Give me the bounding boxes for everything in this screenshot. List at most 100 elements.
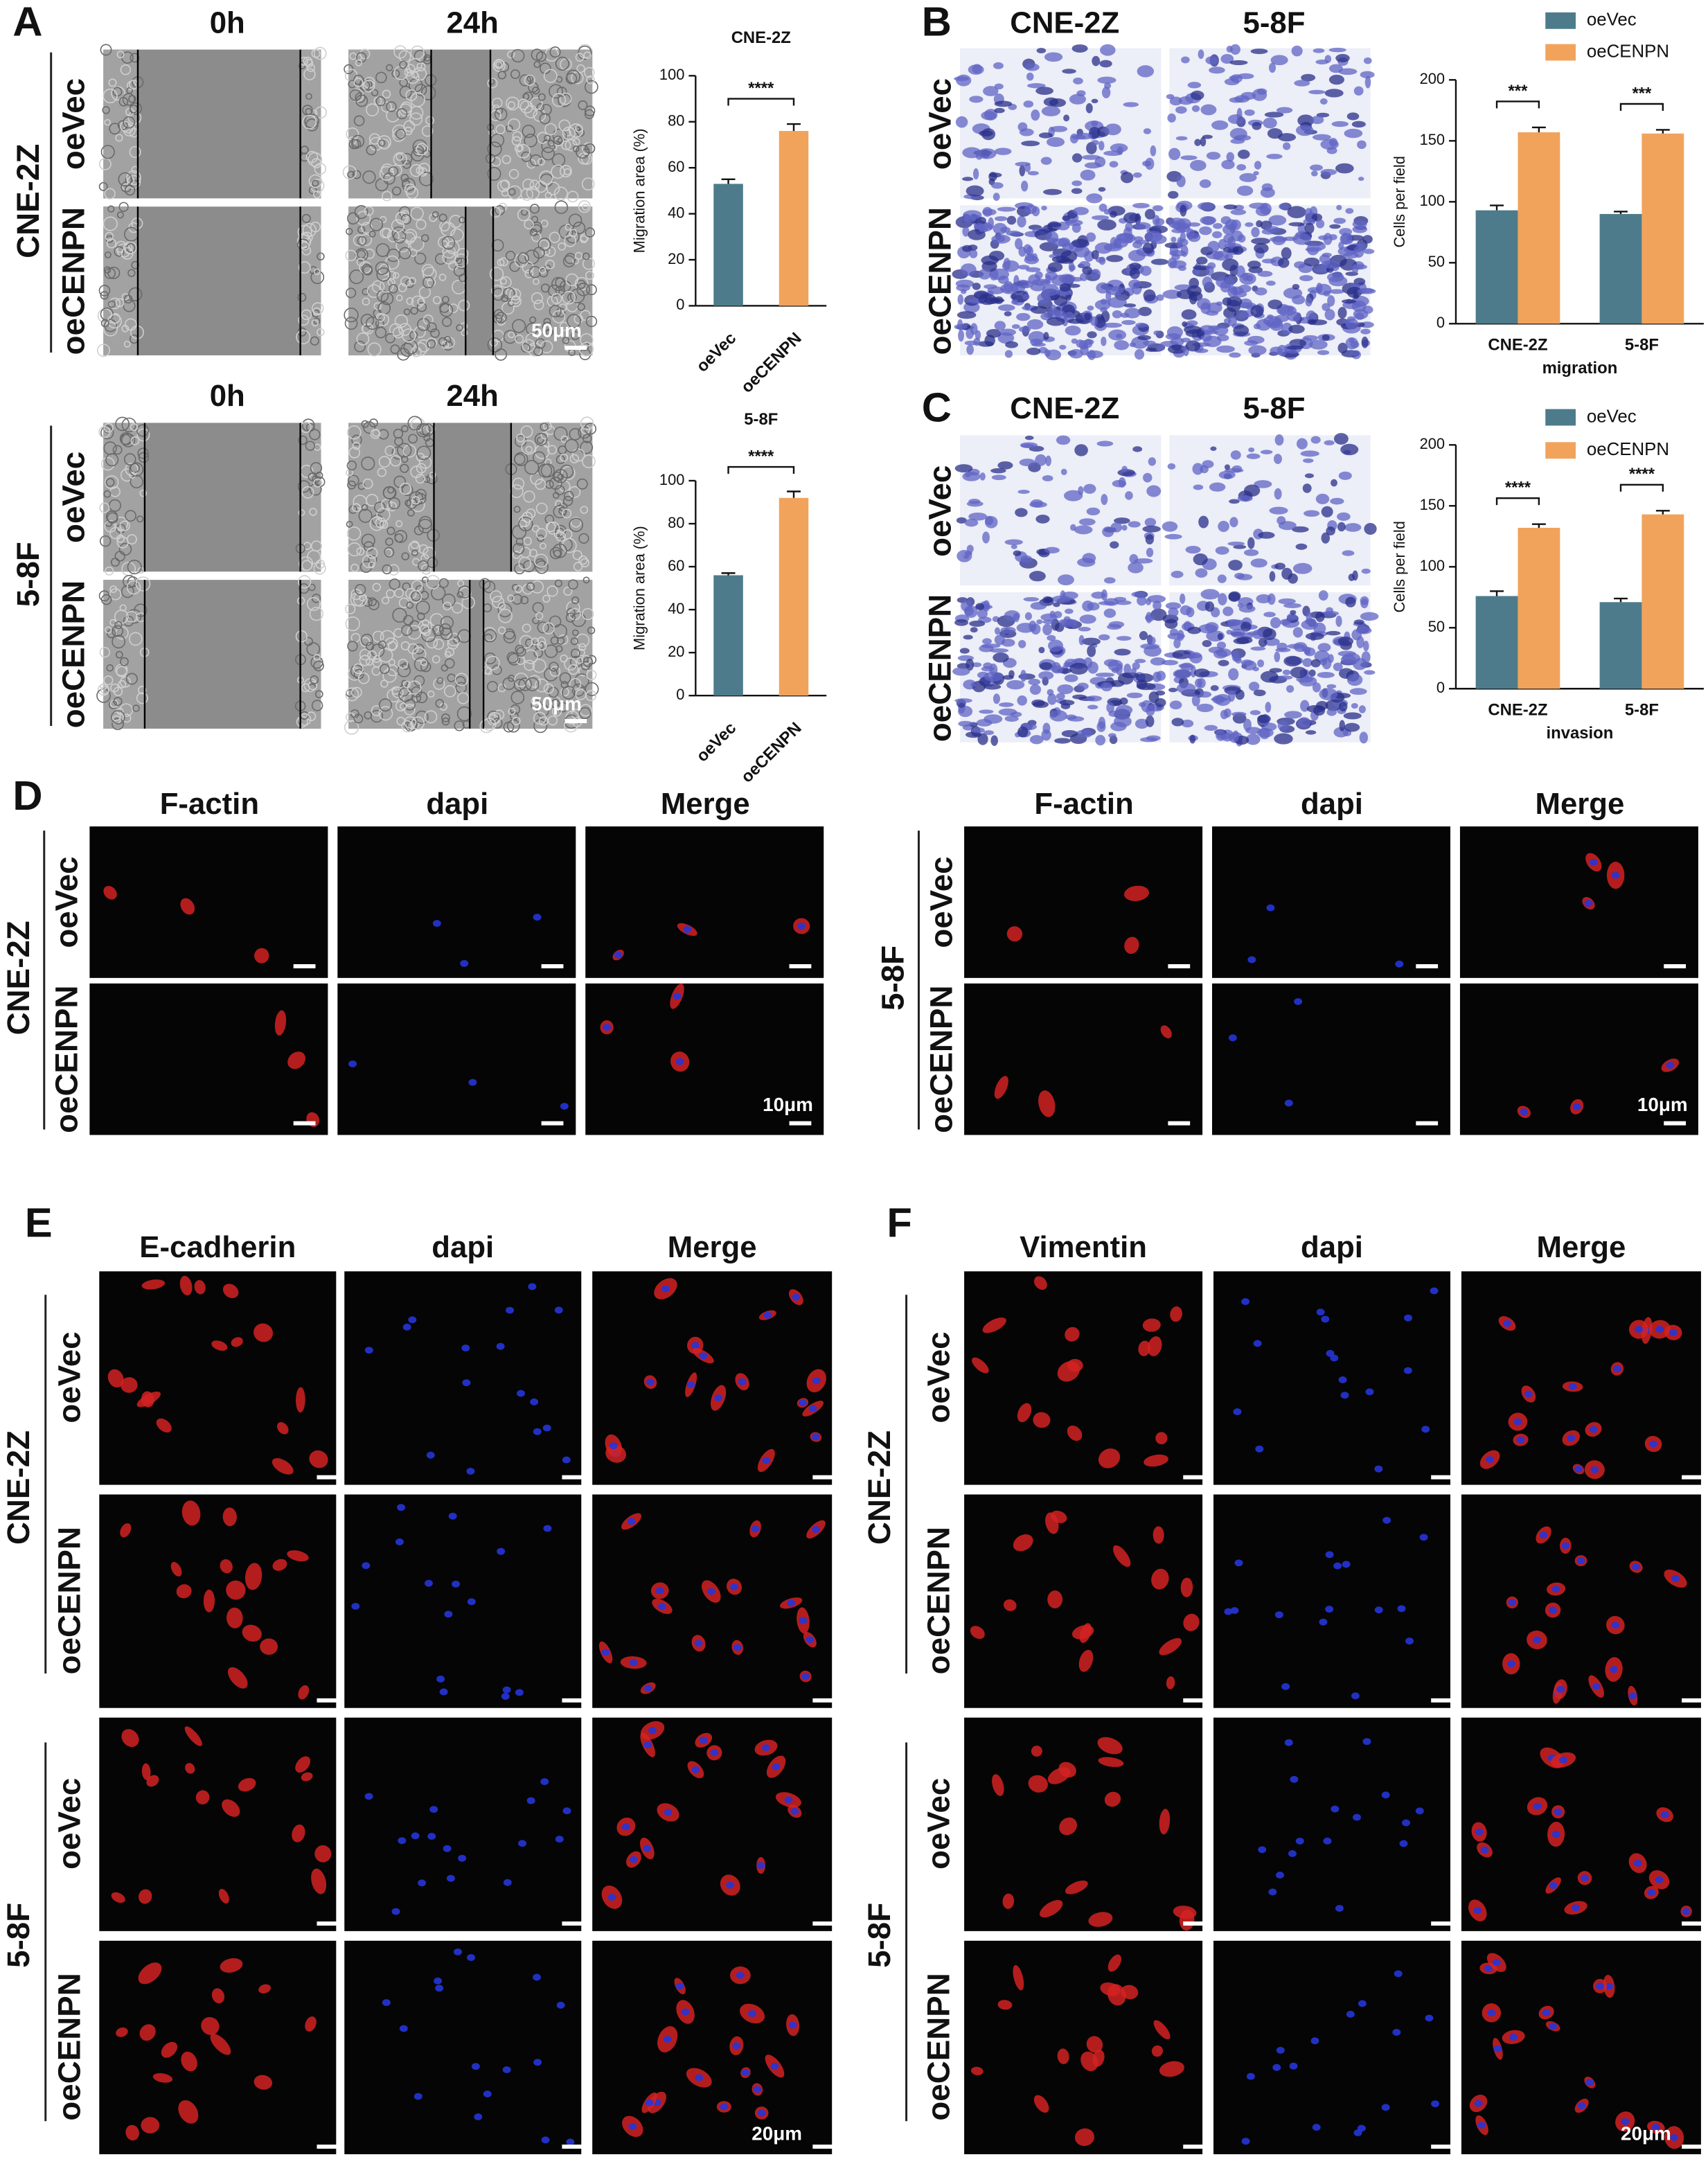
- panel-label: D: [12, 772, 42, 819]
- cell: [126, 580, 141, 595]
- cell: [578, 533, 589, 544]
- cell: [954, 619, 969, 626]
- cell: [1182, 321, 1188, 327]
- scale-bar: [562, 1921, 585, 1926]
- cell: [583, 51, 591, 60]
- cell: [1094, 299, 1111, 310]
- cell: [540, 542, 546, 550]
- column-header: Merge: [1536, 787, 1625, 821]
- cell: [1047, 1590, 1063, 1609]
- cell: [582, 252, 590, 260]
- nucleus: [1509, 2033, 1518, 2041]
- nucleus: [1421, 1426, 1430, 1433]
- cell: [454, 673, 469, 686]
- cell: [1244, 109, 1255, 116]
- cell: [520, 596, 529, 605]
- cell: [1088, 1912, 1113, 1927]
- cell: [1013, 1534, 1033, 1552]
- cell: [1057, 2048, 1069, 2064]
- cell: [1197, 677, 1206, 689]
- cell: [537, 621, 549, 634]
- cell: [1031, 699, 1045, 707]
- cell: [100, 44, 112, 56]
- cell: [1252, 122, 1262, 130]
- nucleus: [628, 2122, 637, 2130]
- cell: [357, 482, 366, 490]
- cell: [1033, 2095, 1049, 2113]
- cell: [528, 82, 539, 93]
- cell: [1175, 136, 1188, 141]
- cell: [1117, 469, 1135, 477]
- cell: [377, 135, 391, 150]
- cell: [479, 578, 491, 590]
- cell: [522, 623, 531, 633]
- cell: [516, 433, 525, 443]
- cell: [1027, 83, 1046, 89]
- cell: [402, 693, 417, 707]
- cell: [373, 501, 386, 513]
- significance-bracket: [1619, 483, 1664, 492]
- nucleus: [1655, 1326, 1664, 1333]
- cell: [1058, 237, 1071, 247]
- y-tick-label: 100: [1420, 192, 1445, 209]
- group-label: CNE-2Z: [862, 1430, 897, 1545]
- cell: [1031, 109, 1040, 121]
- cell: [1129, 342, 1137, 348]
- cell: [968, 64, 984, 75]
- cell: [568, 486, 581, 499]
- cell: [1260, 450, 1273, 454]
- cell: [997, 461, 1013, 470]
- cell: [1303, 458, 1314, 463]
- cell: [1318, 242, 1326, 250]
- cell: [1028, 678, 1041, 686]
- cell: [1213, 222, 1223, 229]
- cell: [1026, 319, 1044, 330]
- cell: [100, 291, 109, 300]
- cell: [432, 211, 439, 218]
- cell: [1274, 562, 1286, 570]
- nucleus: [664, 1809, 673, 1816]
- cell: [1105, 285, 1124, 296]
- cell: [1337, 636, 1354, 646]
- cell: [1304, 257, 1320, 267]
- cell: [449, 215, 463, 228]
- cell: [418, 544, 429, 554]
- bar: [1518, 132, 1560, 324]
- cell: [533, 648, 544, 658]
- cell: [392, 607, 407, 623]
- cell: [378, 648, 393, 663]
- cell: [522, 511, 533, 523]
- cell: [529, 228, 538, 237]
- cell: [554, 200, 569, 214]
- scale-bar-label: 10μm: [1637, 1094, 1688, 1115]
- cell: [1364, 670, 1376, 675]
- cell: [242, 1624, 262, 1642]
- cell: [443, 685, 456, 698]
- cell: [563, 490, 574, 501]
- cell: [1351, 702, 1358, 709]
- nucleus: [533, 2059, 542, 2066]
- cell: [1335, 163, 1354, 174]
- cell: [426, 473, 438, 485]
- cell: [549, 231, 561, 243]
- cell: [344, 317, 358, 330]
- cell: [1230, 209, 1247, 215]
- cell: [1144, 1454, 1168, 1467]
- cell: [970, 2066, 984, 2075]
- cell: [1021, 141, 1040, 147]
- cell: [1317, 671, 1335, 678]
- cell: [1300, 450, 1319, 457]
- cell: [1331, 121, 1349, 127]
- cell: [1324, 89, 1344, 98]
- cell: [1116, 233, 1134, 242]
- cell: [1269, 62, 1276, 73]
- cell: [119, 703, 133, 717]
- cell: [580, 441, 594, 454]
- y-tick-label: 100: [659, 471, 684, 488]
- cell: [1091, 249, 1099, 260]
- cell: [540, 432, 549, 440]
- cell: [511, 136, 522, 146]
- cell: [988, 172, 997, 181]
- cell: [441, 713, 450, 722]
- cell: [1326, 272, 1344, 283]
